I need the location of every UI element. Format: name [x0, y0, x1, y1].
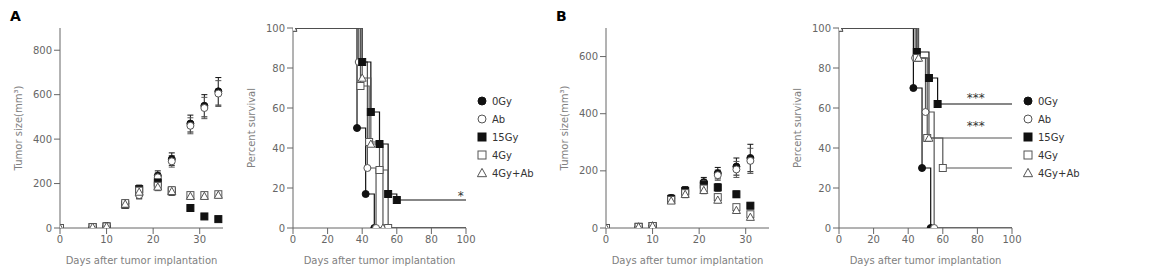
- svg-text:0: 0: [57, 234, 63, 245]
- svg-text:400: 400: [579, 108, 598, 119]
- svg-text:600: 600: [579, 51, 598, 62]
- svg-text:80: 80: [818, 63, 831, 74]
- svg-text:***: ***: [967, 91, 985, 105]
- svg-text:200: 200: [33, 178, 52, 189]
- svg-text:40: 40: [356, 234, 369, 245]
- svg-text:0: 0: [592, 223, 598, 234]
- svg-text:*: *: [458, 189, 464, 203]
- html-text:15Gy: 15Gy: [1038, 131, 1065, 143]
- svg-text:0: 0: [836, 234, 842, 245]
- svg-text:400: 400: [33, 134, 52, 145]
- svg-text:60: 60: [936, 234, 949, 245]
- svg-text:0: 0: [46, 223, 52, 234]
- svg-text:100: 100: [456, 234, 475, 245]
- svg-text:10: 10: [100, 234, 113, 245]
- svg-text:0: 0: [603, 234, 609, 245]
- svg-text:40: 40: [902, 234, 915, 245]
- svg-text:***: ***: [967, 119, 985, 133]
- svg-text:Tumor size(mm³): Tumor size(mm³): [559, 86, 570, 172]
- html-text:0Gy: 0Gy: [1038, 95, 1058, 107]
- svg-text:20: 20: [867, 234, 880, 245]
- svg-text:80: 80: [425, 234, 438, 245]
- svg-text:100: 100: [1002, 234, 1021, 245]
- svg-text:800: 800: [33, 45, 52, 56]
- svg-text:80: 80: [971, 234, 984, 245]
- svg-text:30: 30: [739, 234, 752, 245]
- svg-text:80: 80: [272, 63, 285, 74]
- svg-text:100: 100: [266, 23, 285, 34]
- html-text:A: A: [10, 8, 21, 24]
- svg-text:20: 20: [147, 234, 160, 245]
- html-text:Ab: Ab: [492, 113, 506, 125]
- html-text:15Gy: 15Gy: [492, 131, 519, 143]
- svg-text:40: 40: [818, 143, 831, 154]
- svg-text:20: 20: [693, 234, 706, 245]
- svg-text:Days after tumor implantation: Days after tumor implantation: [304, 255, 456, 266]
- html-text:4Gy+Ab: 4Gy+Ab: [492, 167, 534, 179]
- svg-text:Days after tumor implantation: Days after tumor implantation: [612, 255, 764, 266]
- html-text:4Gy: 4Gy: [492, 149, 512, 161]
- svg-text:0: 0: [290, 234, 296, 245]
- svg-text:30: 30: [193, 234, 206, 245]
- svg-text:600: 600: [33, 89, 52, 100]
- svg-text:20: 20: [272, 183, 285, 194]
- svg-text:Percent survival: Percent survival: [792, 88, 803, 168]
- svg-text:40: 40: [272, 143, 285, 154]
- html-text:4Gy: 4Gy: [1038, 149, 1058, 161]
- svg-text:20: 20: [818, 183, 831, 194]
- svg-text:60: 60: [272, 103, 285, 114]
- svg-text:100: 100: [812, 23, 831, 34]
- svg-text:Percent survival: Percent survival: [246, 88, 257, 168]
- svg-text:Days after tumor implantation: Days after tumor implantation: [850, 255, 1002, 266]
- svg-text:60: 60: [390, 234, 403, 245]
- html-text:B: B: [556, 8, 567, 24]
- svg-text:10: 10: [646, 234, 659, 245]
- html-text:0Gy: 0Gy: [492, 95, 512, 107]
- html-text:4Gy+Ab: 4Gy+Ab: [1038, 167, 1080, 179]
- svg-text:200: 200: [579, 165, 598, 176]
- svg-text:20: 20: [321, 234, 334, 245]
- html-text:Ab: Ab: [1038, 113, 1052, 125]
- svg-text:Tumor size(mm³): Tumor size(mm³): [13, 86, 24, 172]
- svg-text:60: 60: [818, 103, 831, 114]
- svg-text:0: 0: [825, 223, 831, 234]
- svg-text:Days after tumor implantation: Days after tumor implantation: [66, 255, 218, 266]
- svg-text:0: 0: [279, 223, 285, 234]
